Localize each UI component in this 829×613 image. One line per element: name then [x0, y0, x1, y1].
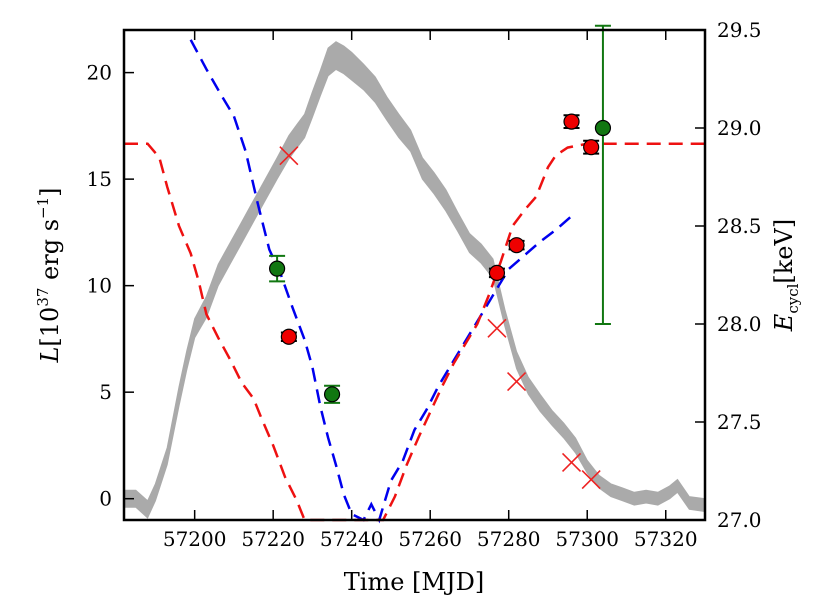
x-tick-label: 57320 — [634, 527, 698, 551]
green-data-point — [594, 119, 612, 137]
red-cross-marker — [279, 146, 299, 166]
left-axis-title-bracket-open: [ — [36, 337, 64, 346]
left-axis-title-symbol: L — [36, 347, 64, 364]
right-axis-title-unit: [keV] — [770, 219, 798, 284]
right-axis-title-symbol: E — [770, 313, 798, 332]
right-axis-ticks: 27.0 27.5 28.0 28.5 29.0 29.5 — [695, 18, 762, 532]
left-tick-label: 0 — [99, 487, 112, 511]
left-axis-title-exponent: 37 — [34, 288, 52, 307]
green-data-point — [323, 386, 341, 403]
x-tick-label: 57260 — [398, 527, 462, 551]
left-axis-title-unit: erg s — [36, 219, 64, 288]
right-axis-title: Ecycl[keV] — [770, 219, 802, 332]
model-lines — [124, 39, 705, 524]
right-tick-label: 28.5 — [717, 214, 762, 238]
left-tick-label: 20 — [87, 61, 112, 85]
red-cross-marker — [581, 469, 601, 490]
plot-frame — [122, 28, 707, 522]
green-data-point — [269, 260, 286, 277]
x-tick-label: 57300 — [555, 527, 619, 551]
right-tick-label: 27.5 — [717, 410, 762, 434]
data-markers — [269, 24, 612, 490]
right-tick-label: 28.0 — [717, 312, 762, 336]
right-axis-title-subscript: cycl — [784, 283, 802, 313]
x-tick-label: 57200 — [163, 527, 227, 551]
red-data-point — [563, 113, 580, 130]
red-data-point — [583, 139, 600, 156]
left-axis-title-base: 10 — [36, 307, 64, 338]
red-cross-marker — [561, 452, 582, 473]
x-tick-label: 57220 — [241, 527, 305, 551]
red-data-point — [488, 264, 506, 281]
red-data-point — [508, 237, 525, 254]
left-tick-label: 5 — [99, 380, 112, 404]
x-axis-ticks: 57200 57220 57240 57260 57280 57300 57320 — [163, 30, 698, 551]
red-data-point — [280, 328, 297, 345]
right-tick-label: 29.0 — [717, 116, 762, 140]
x-tick-label: 57240 — [320, 527, 384, 551]
x-tick-label: 57280 — [477, 527, 541, 551]
right-tick-label: 27.0 — [717, 508, 762, 532]
left-axis-title-bracket-close: ] — [36, 187, 64, 196]
lightcurve-band — [123, 41, 706, 519]
left-tick-label: 10 — [87, 274, 112, 298]
blue-dashed-line — [189, 39, 573, 524]
right-tick-label: 29.5 — [717, 18, 762, 42]
left-axis-title: L[1037 erg s−1] — [34, 187, 64, 363]
x-axis-title: Time [MJD] — [344, 568, 484, 596]
left-tick-label: 15 — [87, 167, 112, 191]
lightcurve-band-shape — [123, 41, 706, 519]
red-dashed-line — [124, 142, 705, 522]
left-axis-title-unit-exponent: −1 — [34, 197, 52, 219]
red-cross-marker — [487, 318, 507, 338]
red-cross-marker — [507, 371, 527, 392]
left-axis-ticks: 0 5 10 15 20 — [87, 61, 134, 511]
